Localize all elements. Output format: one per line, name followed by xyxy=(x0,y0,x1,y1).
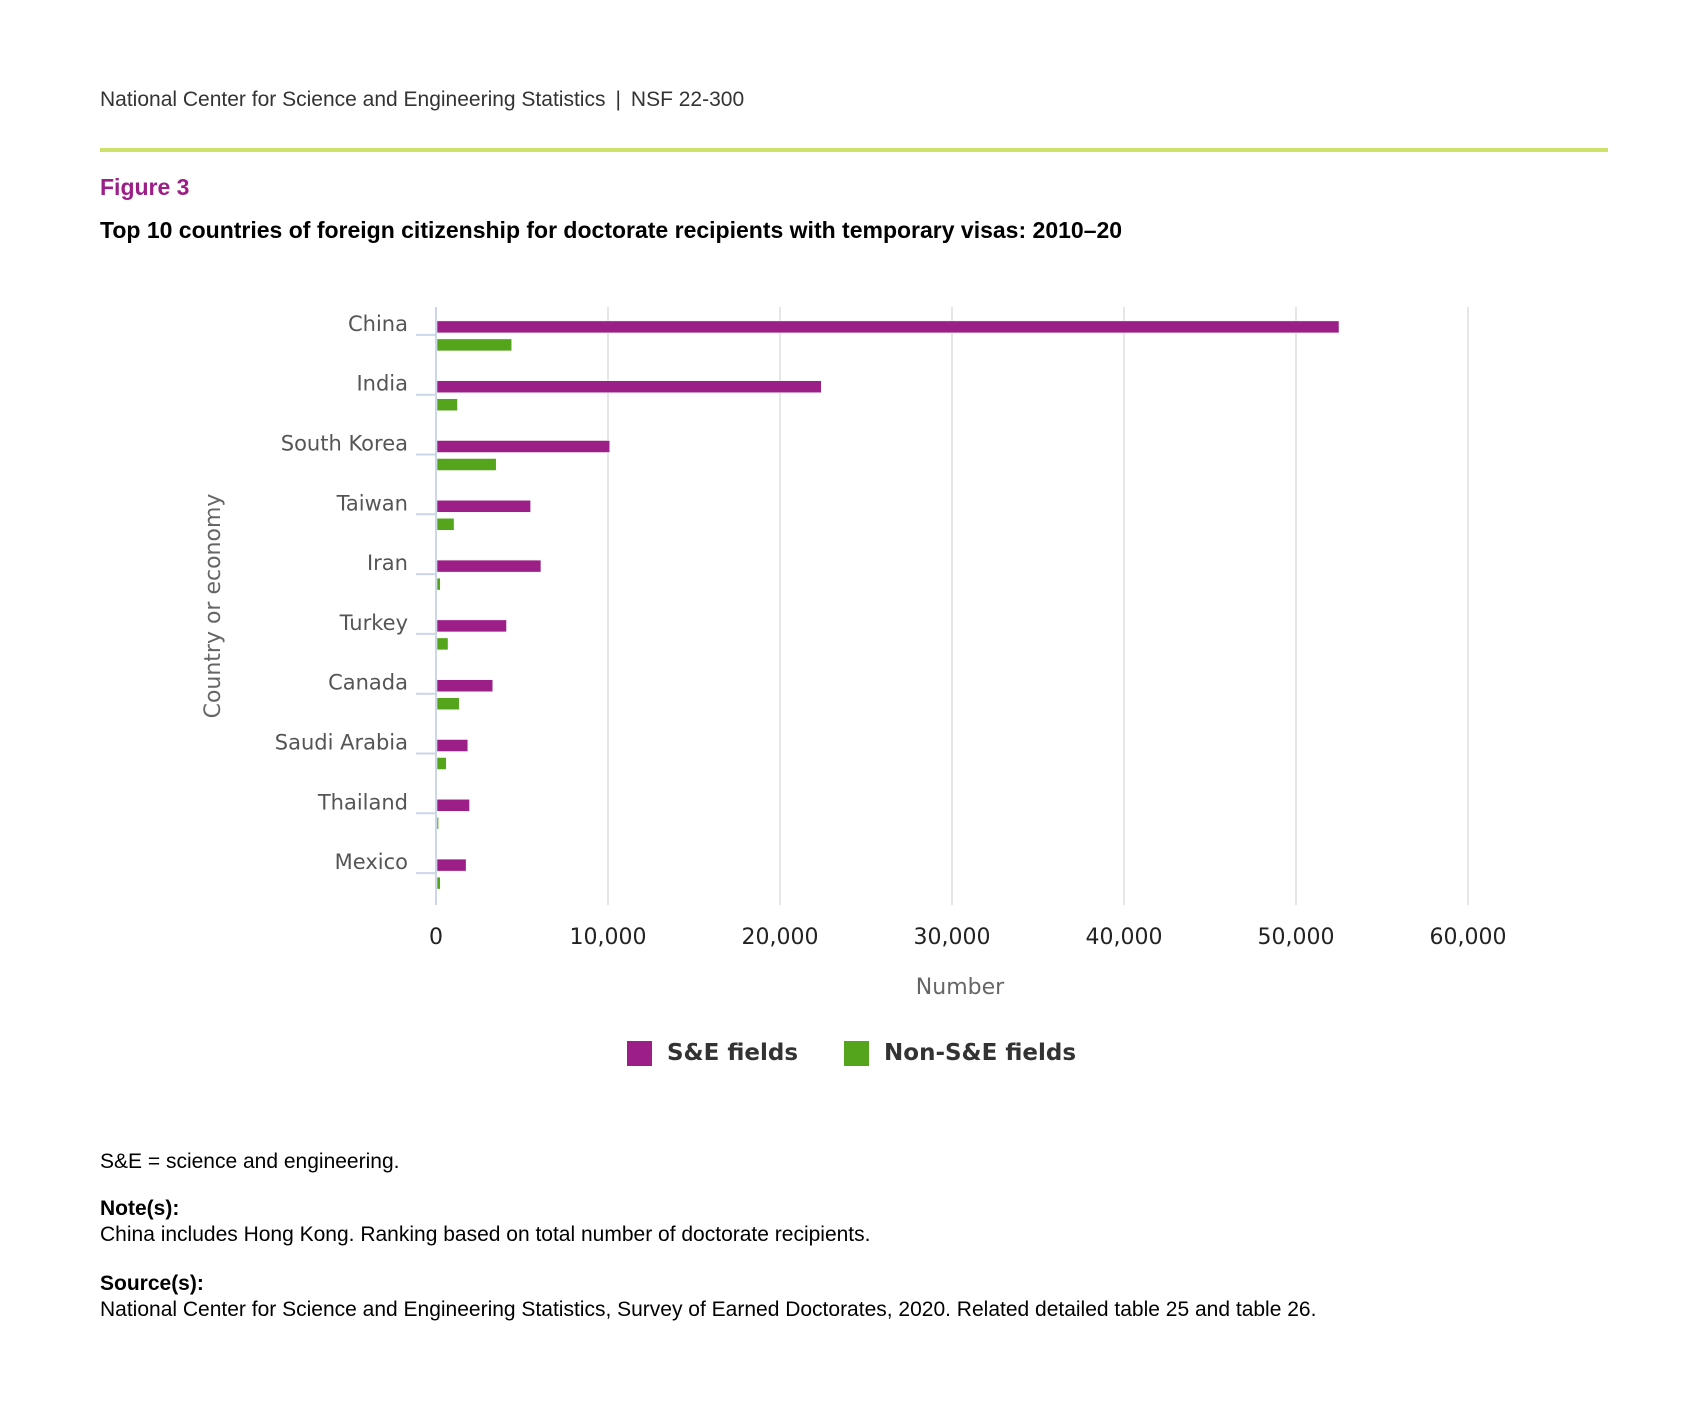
x-tick-label: 30,000 xyxy=(914,925,991,950)
figure-label: Figure 3 xyxy=(100,174,190,200)
legend-swatch-se xyxy=(626,1040,652,1066)
x-tick-label: 10,000 xyxy=(570,925,647,950)
y-tick-label: Iran xyxy=(367,551,408,575)
abbreviation-note: S&E = science and engineering. xyxy=(100,1150,400,1173)
bar-non-se-china[interactable] xyxy=(436,338,512,352)
y-axis-title: Country or economy xyxy=(201,494,226,719)
source-label: Source(s): xyxy=(100,1272,204,1296)
y-tick-label: Canada xyxy=(328,671,408,695)
notes-label-text: Note(s): xyxy=(100,1197,180,1220)
bar-chart: China India South Korea Taiwan Iran Turkey Can… xyxy=(201,307,1506,1000)
figure-title: Top 10 countries of foreign citizenship … xyxy=(100,217,1123,243)
source-label-text: Source(s): xyxy=(100,1272,204,1295)
report-number: NSF 22-300 xyxy=(630,88,745,111)
y-axis: China India South Korea Taiwan Iran Turkey Can… xyxy=(275,307,437,905)
report-header: National Center for Science and Engineer… xyxy=(100,88,744,112)
legend-label-non-se: Non-S&E fields xyxy=(884,1040,1077,1066)
y-tick-label: Turkey xyxy=(339,611,408,635)
bar-non-se-south-korea[interactable] xyxy=(436,458,497,471)
bar-se-south-korea[interactable] xyxy=(436,440,610,453)
x-tick-label: 40,000 xyxy=(1086,925,1163,950)
source-text: National Center for Science and Engineer… xyxy=(100,1298,1317,1321)
y-tick-label: Saudi Arabia xyxy=(275,731,408,755)
bar-se-canada[interactable] xyxy=(436,679,494,692)
header-rule xyxy=(100,148,1608,152)
y-tick-label: South Korea xyxy=(281,432,408,456)
bar-non-se-india[interactable] xyxy=(436,398,458,411)
x-tick-label: 60,000 xyxy=(1430,925,1507,950)
bar-se-saudi-arabia[interactable] xyxy=(436,739,469,752)
y-tick-label: Taiwan xyxy=(336,491,408,515)
bar-se-taiwan[interactable] xyxy=(436,500,531,513)
y-tick-label: Mexico xyxy=(335,850,408,874)
y-tick-label: India xyxy=(356,372,408,396)
bar-se-thailand[interactable] xyxy=(436,799,470,812)
bar-non-se-mexico[interactable] xyxy=(436,876,441,890)
x-axis-title: Number xyxy=(916,975,1005,1000)
x-tick-label: 20,000 xyxy=(742,925,819,950)
gridlines xyxy=(607,307,1469,905)
notes-text: China includes Hong Kong. Ranking based … xyxy=(100,1223,871,1246)
bar-non-se-canada[interactable] xyxy=(436,697,460,710)
notes-label: Note(s): xyxy=(100,1197,179,1221)
legend-item-se[interactable]: S&E fields xyxy=(626,1040,799,1066)
bar-non-se-taiwan[interactable] xyxy=(436,518,455,531)
bar-non-se-saudi-arabia[interactable] xyxy=(436,757,447,770)
y-tick-label: China xyxy=(348,312,408,336)
bar-non-se-turkey[interactable] xyxy=(436,637,449,651)
org-name: National Center for Science and Engineer… xyxy=(100,88,606,111)
x-tick-label: 50,000 xyxy=(1258,925,1335,950)
bar-se-turkey[interactable] xyxy=(436,619,507,633)
x-axis: 0 10,000 20,000 30,000 40,000 50,000 60,000 xyxy=(429,925,1506,950)
bar-se-iran[interactable] xyxy=(436,559,542,573)
bar-se-china[interactable] xyxy=(436,320,1340,334)
legend: S&E fields Non-S&E fields xyxy=(0,1040,1699,1066)
x-tick-label: 0 xyxy=(429,925,443,950)
legend-swatch-non-se xyxy=(844,1040,870,1066)
bar-non-se-iran[interactable] xyxy=(436,577,441,591)
header-separator: | xyxy=(615,88,621,111)
legend-item-non-se[interactable]: Non-S&E fields xyxy=(844,1040,1076,1066)
bar-se-mexico[interactable] xyxy=(436,858,467,872)
bars xyxy=(436,320,1340,890)
bar-se-india[interactable] xyxy=(436,380,822,393)
bar-non-se-thailand[interactable] xyxy=(436,817,439,830)
y-tick-label: Thailand xyxy=(317,790,408,814)
legend-label-se: S&E fields xyxy=(666,1040,799,1066)
